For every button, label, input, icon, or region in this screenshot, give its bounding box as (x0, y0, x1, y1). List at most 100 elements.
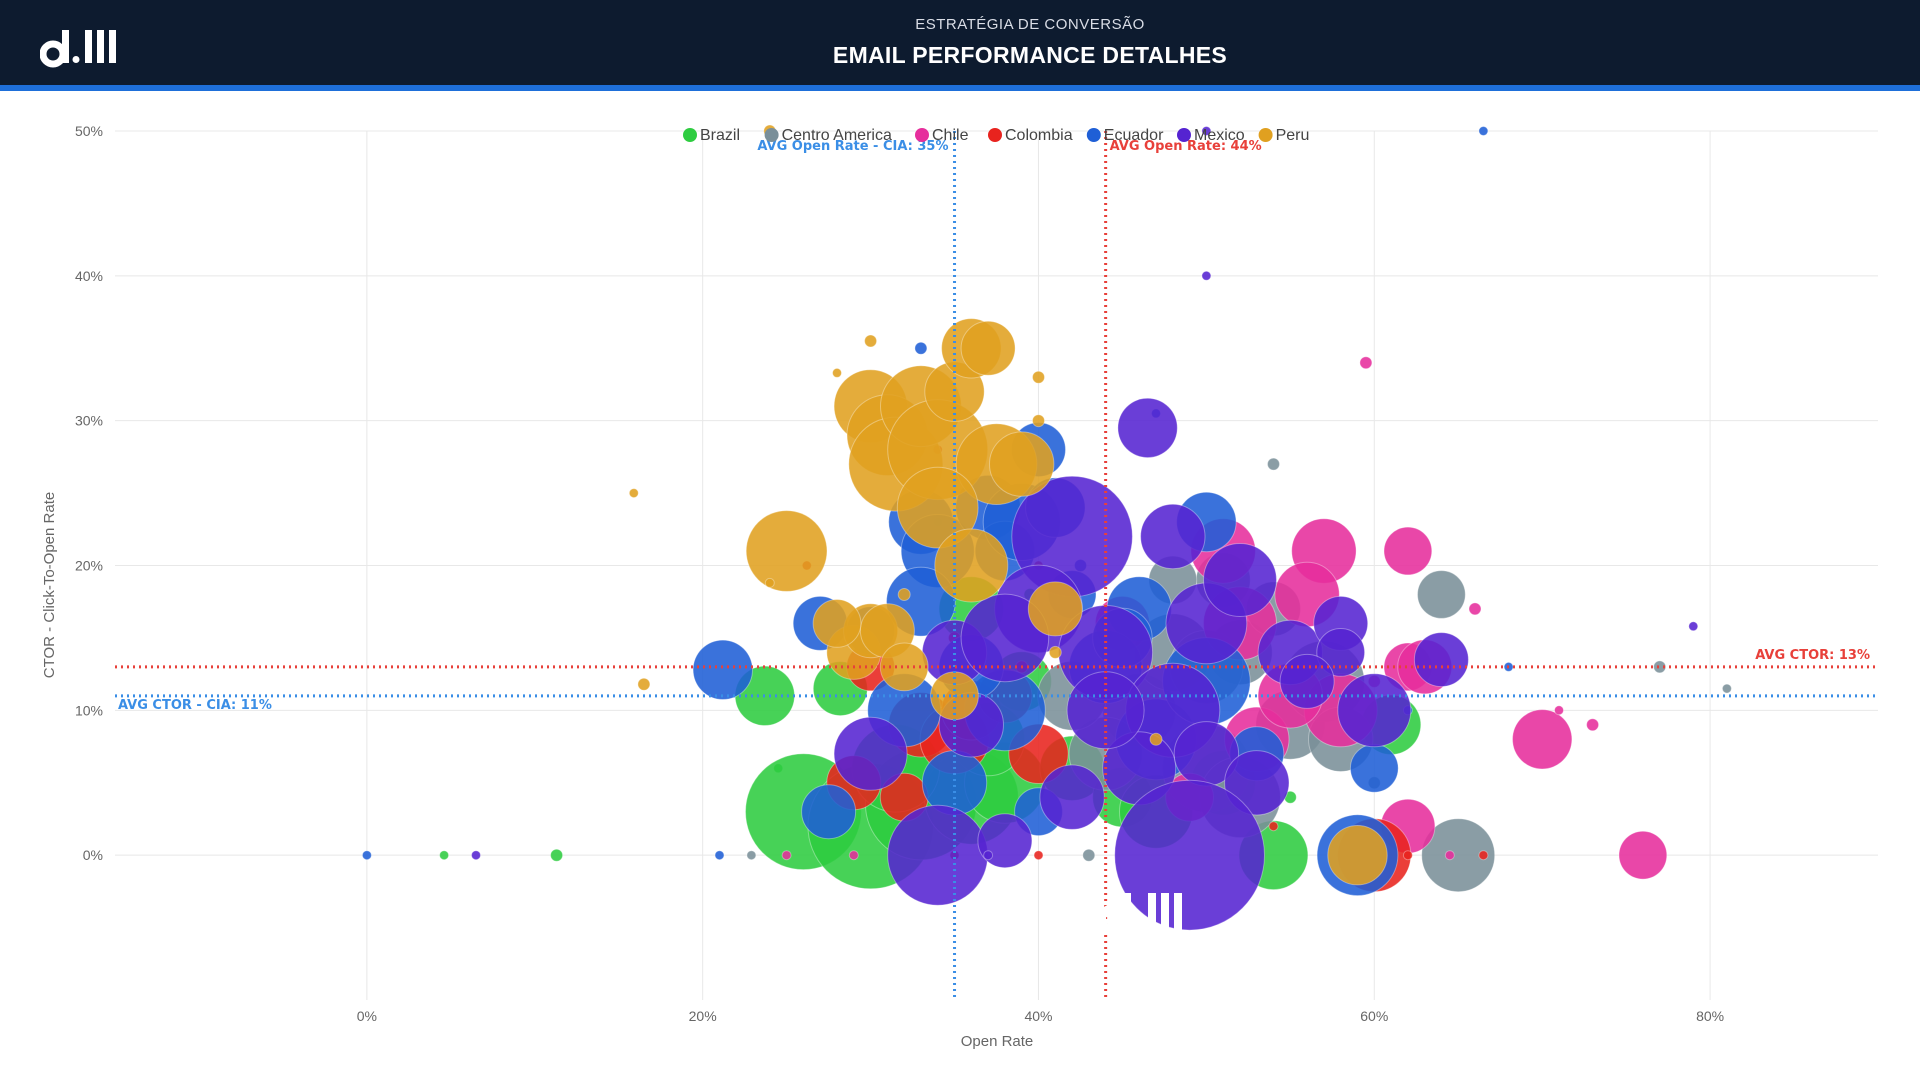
header-bar: ESTRATÉGIA DE CONVERSÃO EMAIL PERFORMANC… (0, 0, 1920, 85)
bubble-peru (1032, 370, 1045, 384)
bubble-centro-america (1721, 683, 1732, 694)
legend-item-label[interactable]: Centro America (782, 127, 892, 144)
bubble-centro-america (1417, 570, 1466, 619)
y-tick-label: 10% (75, 702, 103, 718)
bubble-mexico (471, 850, 481, 861)
bubble-peru (934, 528, 1009, 603)
bubble-peru (1027, 581, 1083, 637)
bubble-chile (1444, 850, 1455, 861)
y-tick-label: 50% (75, 123, 103, 139)
y-tick-label: 0% (83, 847, 103, 863)
bubble-chile (781, 850, 792, 861)
legend-marker (1258, 128, 1273, 142)
bubble-chile (1554, 705, 1564, 716)
header-accent-line (0, 85, 1920, 91)
legend-item-label[interactable]: Peru (1276, 127, 1310, 144)
legend-item-label[interactable]: Mexico (1194, 127, 1245, 144)
bubble-mexico (1224, 750, 1290, 816)
bubble-colombia (1033, 850, 1044, 861)
legend-item-label[interactable]: Chile (932, 127, 969, 144)
page-title: EMAIL PERFORMANCE DETALHES (832, 42, 1228, 68)
bubble-centro-america (1421, 818, 1496, 893)
bubble-ecuador (801, 784, 857, 840)
legend-item-label[interactable]: Brazil (700, 127, 740, 144)
bubble-mexico (1039, 764, 1105, 830)
bubble-colombia (1268, 821, 1279, 832)
y-tick-label: 40% (75, 268, 103, 284)
legend-item-label[interactable]: Ecuador (1104, 127, 1164, 144)
legend[interactable]: Brazil Centro America Chile Colombia Ecuador… (683, 127, 1309, 144)
legend-marker (988, 128, 1002, 142)
bubble-peru (832, 367, 842, 378)
bubble-ecuador (361, 850, 372, 861)
reference-lines: AVG Open Rate - CIA: 35% AVG Open Rate: 4… (115, 131, 1878, 1000)
legend-item-label[interactable]: Colombia (1005, 127, 1073, 144)
bubbles-layer (361, 124, 1732, 931)
legend-marker (683, 128, 697, 142)
bubble-peru (989, 431, 1055, 497)
reference-line-label: AVG CTOR: 13% (1755, 648, 1870, 663)
bubble-chile (1359, 356, 1373, 370)
bubble-mexico (1201, 126, 1212, 136)
bubble-chile (1586, 718, 1600, 732)
bubble-mexico (983, 850, 994, 861)
bubble-mexico (1688, 621, 1699, 632)
logo-mark-shape (1161, 893, 1169, 930)
bubble-chile (1512, 709, 1573, 770)
bubble-colombia (1478, 850, 1489, 861)
bubble-mexico (960, 593, 1050, 683)
reference-line-label: AVG Open Rate - CIA: 35% (757, 139, 948, 154)
bubble-ecuador (692, 639, 753, 700)
bubble-ecuador (914, 341, 928, 355)
y-tick-label: 20% (75, 558, 103, 574)
legend-marker (915, 128, 929, 142)
x-tick-label: 60% (1360, 1008, 1388, 1024)
x-axis-title: Open Rate (961, 1033, 1034, 1050)
bubble-peru (1048, 645, 1062, 659)
bubble-mexico (1279, 653, 1335, 709)
dill-logo (40, 30, 116, 68)
bubble-peru (896, 466, 979, 549)
bubble-peru (879, 642, 929, 692)
bubble-centro-america (746, 850, 757, 861)
bubble-mexico (1203, 543, 1277, 617)
bubble-peru (637, 677, 651, 691)
bubble-mexico (1413, 632, 1469, 688)
bubble-ecuador (1349, 743, 1399, 793)
logo-mark-shape (1098, 904, 1128, 934)
x-tick-label: 0% (357, 1008, 377, 1024)
bubble-centro-america (1267, 457, 1280, 471)
bubble-brazil (550, 848, 564, 862)
bubble-mexico (1316, 628, 1366, 677)
x-tick-label: 80% (1696, 1008, 1724, 1024)
reference-line-label: AVG CTOR - CIA: 11% (118, 698, 272, 713)
logo-mark-shape (1174, 893, 1182, 930)
y-tick-label: 30% (75, 413, 103, 429)
bubble-peru (628, 488, 639, 499)
legend-marker (1177, 128, 1191, 142)
logo-mark-shape (1135, 922, 1143, 930)
bubble-peru (1327, 825, 1388, 886)
logo-mark-shape (1123, 893, 1131, 930)
bubble-chile (1383, 526, 1433, 576)
axes: 0% 10% 20% 30% 40% 50% 0% 20% 40% 60% 80% (75, 123, 1724, 1024)
dill-watermark-logo (1098, 893, 1182, 934)
bubble-peru (764, 577, 775, 588)
bubble-mexico (887, 804, 989, 906)
bubble-peru (1032, 414, 1045, 428)
bubble-mexico (1337, 673, 1412, 748)
bubble-peru (897, 588, 911, 601)
bubble-chile (1468, 602, 1482, 616)
bubble-peru (745, 510, 828, 592)
bubble-peru (1149, 732, 1163, 746)
x-tick-label: 20% (689, 1008, 717, 1024)
bubble-brazil (439, 850, 450, 861)
bubble-mexico (1201, 270, 1212, 281)
bubble-peru (812, 599, 862, 648)
bubble-mexico (1117, 397, 1178, 459)
bubble-mexico (1114, 779, 1265, 931)
bubble-chile (848, 850, 859, 861)
legend-marker (764, 128, 779, 142)
bubble-centro-america (1653, 660, 1667, 674)
bubble-centro-america (1082, 848, 1096, 862)
